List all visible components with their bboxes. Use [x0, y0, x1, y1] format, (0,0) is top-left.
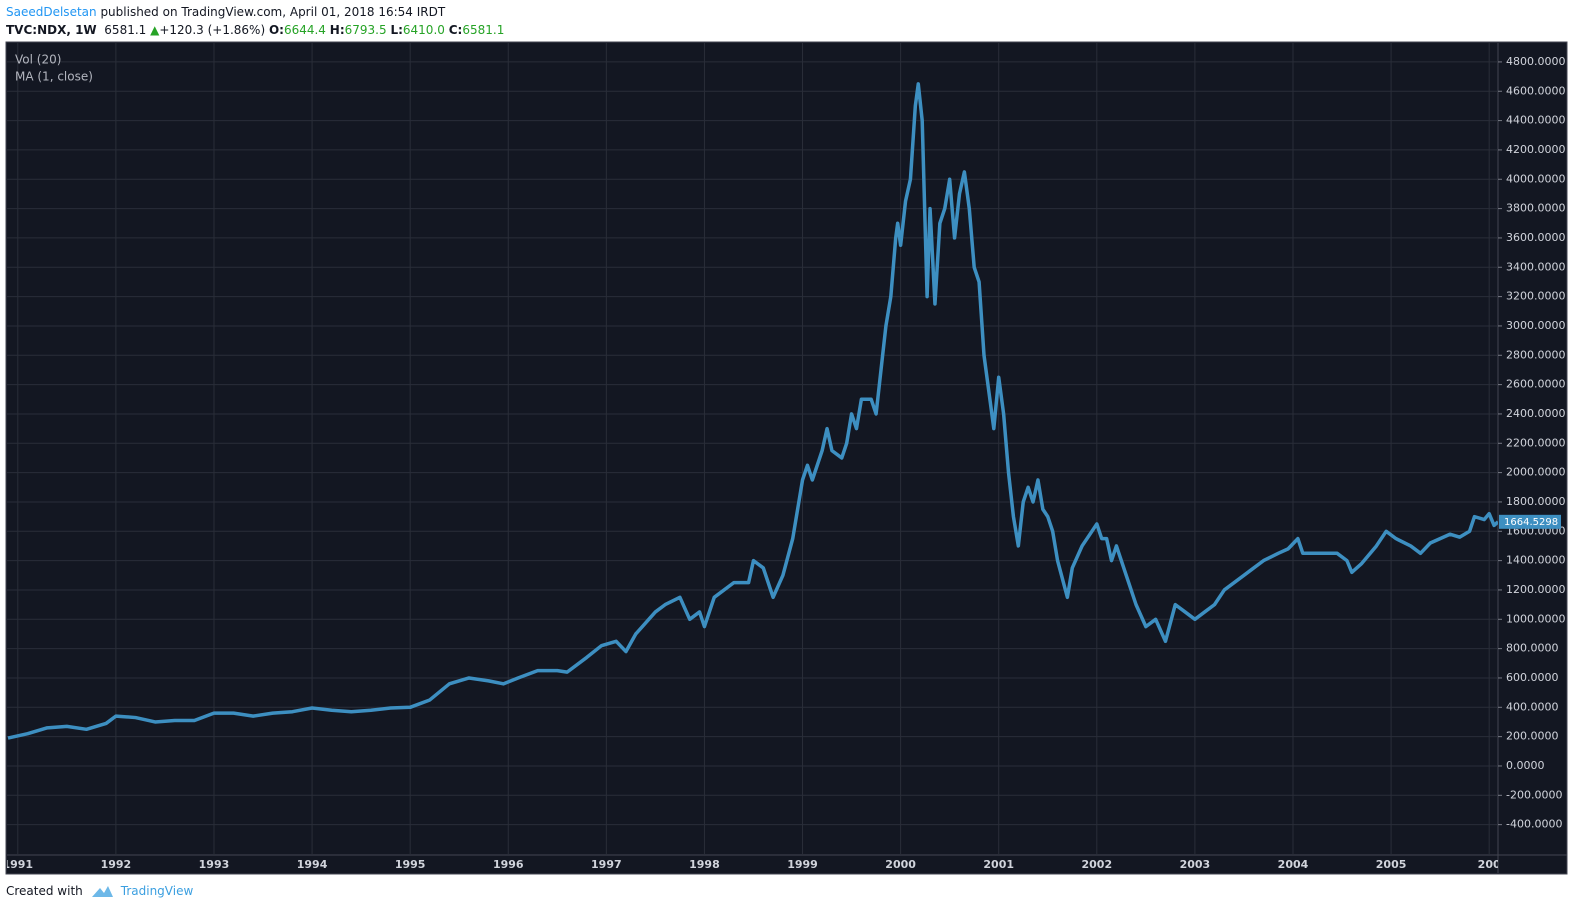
y-tick-label: 600.0000 — [1506, 671, 1559, 684]
x-tick-label: 2003 — [1180, 858, 1211, 871]
footer: Created with TradingView — [6, 883, 193, 899]
y-tick-label: 2600.0000 — [1506, 378, 1566, 391]
y-tick-label: 3600.0000 — [1506, 231, 1566, 244]
y-tick-label: 3000.0000 — [1506, 319, 1566, 332]
ohlc-value: 6581.1 — [462, 23, 505, 37]
ohlc-value: 6410.0 — [402, 23, 445, 37]
header-line-2: TVC:NDX, 1W 6581.1 ▲+120.3 (+1.86%) O:66… — [6, 21, 504, 39]
last-value-label: 1664.5298 — [1504, 517, 1558, 528]
y-tick-label: 200.0000 — [1506, 730, 1559, 743]
symbol: TVC:NDX, 1W — [6, 23, 97, 37]
y-tick-label: 2000.0000 — [1506, 466, 1566, 479]
x-tick-label: 1997 — [591, 858, 622, 871]
header: SaeedDelsetan published on TradingView.c… — [6, 3, 504, 39]
y-tick-label: 1000.0000 — [1506, 612, 1566, 625]
up-arrow: ▲ — [150, 23, 160, 37]
author[interactable]: SaeedDelsetan — [6, 5, 97, 19]
change: +120.3 (+1.86%) — [159, 23, 266, 37]
x-tick-label: 2001 — [983, 858, 1014, 871]
y-tick-label: 3200.0000 — [1506, 290, 1566, 303]
published: published on TradingView.com, April 01, … — [100, 5, 446, 19]
y-tick-label: 800.0000 — [1506, 642, 1559, 655]
y-tick-label: -200.0000 — [1506, 788, 1562, 801]
header-line-1: SaeedDelsetan published on TradingView.c… — [6, 3, 504, 21]
y-tick-label: 1800.0000 — [1506, 495, 1566, 508]
x-tick-label: 1996 — [493, 858, 524, 871]
y-tick-label: 2200.0000 — [1506, 436, 1566, 449]
y-tick-label: 4800.0000 — [1506, 55, 1566, 68]
y-tick-label: 4600.0000 — [1506, 84, 1566, 97]
x-tick-label: 1994 — [297, 858, 328, 871]
price: 6581.1 — [104, 23, 147, 37]
x-tick-label: 200 — [1478, 858, 1501, 871]
x-tick-label: 1999 — [787, 858, 818, 871]
y-tick-label: -400.0000 — [1506, 818, 1562, 831]
y-tick-label: 3800.0000 — [1506, 202, 1566, 215]
y-tick-label: 3400.0000 — [1506, 260, 1566, 273]
ohlc-value: 6793.5 — [344, 23, 387, 37]
y-tick-label: 1200.0000 — [1506, 583, 1566, 596]
plot — [7, 82, 1498, 740]
last-value-box — [1499, 514, 1561, 529]
y-tick-label: 1400.0000 — [1506, 554, 1566, 567]
x-tick-label: 1991 — [2, 858, 33, 871]
x-tick-label: 2004 — [1278, 858, 1309, 871]
ohlc-value: 6644.4 — [283, 23, 326, 37]
ohlc-key: C: — [448, 23, 463, 37]
price-line — [7, 82, 1498, 740]
x-tick-label: 2000 — [885, 858, 916, 871]
tradingview-logo — [91, 886, 113, 897]
x-tick-label: 1998 — [689, 858, 720, 871]
x-tick-label: 1992 — [101, 858, 132, 871]
ohlc-key: L: — [390, 23, 403, 37]
x-tick-label: 1995 — [395, 858, 426, 871]
y-tick-label: 400.0000 — [1506, 700, 1559, 713]
ohlc-key: O: — [268, 23, 284, 37]
footer-brand[interactable]: TradingView — [120, 884, 194, 898]
y-tick-label: 0.0000 — [1506, 759, 1545, 772]
y-tick-label: 4200.0000 — [1506, 143, 1566, 156]
ohlc-key: H: — [329, 23, 345, 37]
y-tick-label: 4400.0000 — [1506, 114, 1566, 127]
y-tick-label: 2800.0000 — [1506, 348, 1566, 361]
axis-labels: -400.0000 -200.0000 0.0000 200.0000 400.0000… — [2, 55, 1566, 871]
indicator-label: Vol (20) — [15, 53, 61, 67]
x-tick-label: 2005 — [1376, 858, 1407, 871]
x-tick-label: 1993 — [199, 858, 230, 871]
x-tick-labels: 1991 1992 1993 1994 1995 1996 1997 1998 1999 2000… — [2, 858, 1501, 871]
grid — [7, 43, 1498, 855]
y-tick-label: 2400.0000 — [1506, 407, 1566, 420]
legend-label: MA (1, close) — [15, 70, 93, 84]
y-tick-label: 4000.0000 — [1506, 172, 1566, 185]
x-tick-label: 2002 — [1081, 858, 1112, 871]
chart-background — [5, 41, 1568, 875]
footer-text: Created with — [6, 884, 83, 898]
